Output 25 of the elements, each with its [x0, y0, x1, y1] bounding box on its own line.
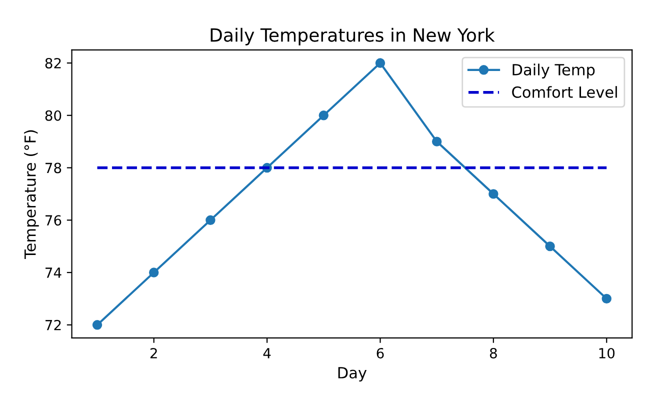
point [602, 294, 612, 304]
legend-label: Comfort Level [512, 86, 617, 98]
y-tick-label: 74 [46, 268, 62, 278]
x-tick-label: 6 [376, 348, 384, 358]
x-tick-label: 8 [490, 348, 497, 358]
x-axis-title: Day [338, 367, 367, 382]
x-tick-label: 10 [599, 348, 615, 358]
y-axis-title: Temperature (°F) [24, 130, 39, 259]
point [206, 215, 216, 225]
point [545, 241, 555, 252]
chart-title: Daily Temperatures in New York [210, 28, 495, 46]
y-tick-label: 80 [45, 110, 62, 121]
x-tick-label: 2 [150, 348, 157, 358]
y-tick-label: 78 [46, 162, 62, 174]
point [318, 110, 329, 120]
point [375, 58, 386, 68]
y-tick-label: 82 [45, 58, 61, 68]
point [432, 136, 442, 146]
y-tick-label: 76 [46, 215, 62, 226]
point [92, 320, 102, 330]
point [488, 189, 498, 199]
y-tick-label: 72 [46, 320, 61, 330]
x-tick-label: 4 [263, 348, 271, 358]
point [148, 268, 159, 278]
legend-label: Daily Temp [512, 64, 595, 78]
